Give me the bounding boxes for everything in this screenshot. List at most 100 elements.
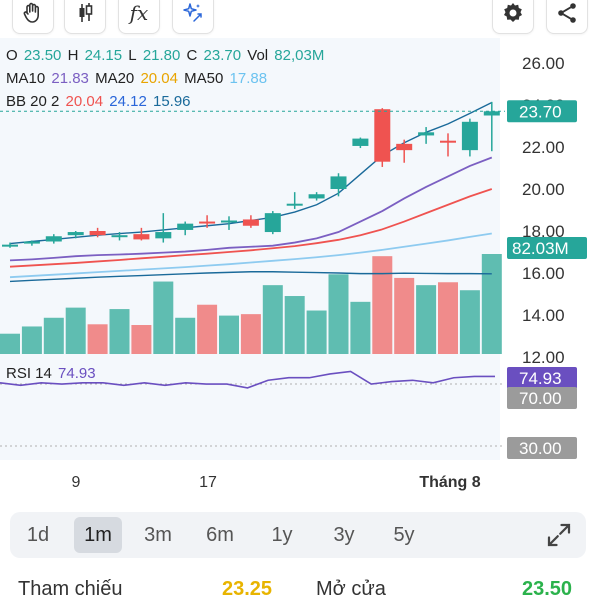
hand-tool-button[interactable] — [12, 0, 54, 34]
low-label: L — [128, 47, 137, 64]
volume-bar — [306, 310, 327, 354]
candle-body — [2, 244, 18, 247]
rsi-current-label: 74.93 — [519, 369, 562, 388]
ma10-line — [9, 156, 493, 262]
price-tick-label: 12.00 — [522, 348, 565, 367]
ma50-value: 17.88 — [229, 70, 268, 87]
date-tick-label: 17 — [199, 474, 217, 491]
indicator-button[interactable]: fx — [118, 0, 160, 34]
timeframe-label: 1m — [84, 523, 112, 546]
volume-bar — [219, 315, 239, 354]
date-tick-label: 9 — [72, 474, 81, 491]
volume-bar — [21, 326, 42, 354]
volume-bar — [481, 254, 502, 354]
low-value: 21.80 — [142, 47, 181, 64]
candle-body — [396, 143, 413, 151]
volume-bar — [284, 296, 305, 354]
timeframe-label: 3m — [144, 523, 172, 546]
rsi-upper-tag — [507, 387, 577, 409]
candle-body — [461, 121, 478, 151]
timeframe-1y[interactable]: 1y — [258, 517, 306, 553]
high-value: 24.15 — [84, 47, 123, 64]
volume-bar — [65, 307, 86, 354]
volume-bar — [197, 304, 218, 354]
candle-body — [221, 220, 237, 223]
settings-button[interactable] — [492, 0, 534, 34]
rsi-line — [0, 370, 495, 389]
volume-bar — [240, 314, 261, 354]
date-tick-label: Tháng 8 — [419, 474, 480, 491]
candle-body — [177, 223, 194, 230]
candle-body — [374, 109, 391, 162]
candle-body — [352, 138, 369, 146]
ai-assist-button[interactable] — [172, 0, 214, 34]
candle-body — [242, 219, 259, 226]
volume-bar — [459, 290, 480, 354]
open-price-value: 23.50 — [522, 578, 573, 600]
expand-icon[interactable] — [544, 520, 574, 550]
candle-body — [89, 231, 106, 236]
close-value: 23.70 — [203, 47, 242, 64]
ma20-line — [9, 188, 493, 268]
close-label: C — [186, 47, 198, 64]
ma50-line — [9, 232, 492, 279]
ma10-label: MA10 — [6, 70, 46, 87]
timeframe-1m[interactable]: 1m — [74, 517, 122, 553]
ma20-label: MA20 — [95, 70, 135, 87]
candle-body — [330, 176, 347, 189]
price-chart[interactable]: 26.0024.0022.0020.0018.0016.0014.0012.00… — [0, 0, 600, 500]
volume-bar — [131, 325, 152, 354]
volume-bar — [262, 285, 283, 354]
toolbar: fx — [0, 0, 600, 34]
ma10-value: 21.83 — [51, 70, 89, 87]
last-volume-tag — [507, 237, 587, 259]
candle-body — [308, 194, 325, 199]
price-tick-label: 16.00 — [522, 264, 565, 283]
bb-upper-value: 20.04 — [65, 93, 104, 110]
timeframe-selector: 1d 1m 3m 6m 1y 3y 5y — [10, 512, 586, 558]
sparkle-icon — [183, 3, 202, 22]
rsi-value: 74.93 — [58, 365, 96, 382]
timeframe-5y[interactable]: 5y — [380, 517, 428, 553]
volume-label: Vol — [247, 47, 269, 64]
price-tick-label: 26.00 — [522, 54, 565, 73]
gear-icon — [504, 3, 522, 22]
timeframe-label: 1y — [271, 523, 293, 546]
candle-style-button[interactable] — [64, 0, 106, 34]
hand-icon — [23, 2, 39, 23]
candle-body — [155, 232, 172, 239]
volume-bar — [394, 277, 415, 354]
candle-body — [440, 140, 456, 143]
timeframe-3y[interactable]: 3y — [320, 517, 368, 553]
rsi-readout: RSI 14 74.93 — [6, 365, 98, 382]
candle-body — [418, 132, 435, 136]
rsi-label: RSI 14 — [6, 365, 52, 382]
price-tick-label: 14.00 — [522, 306, 565, 325]
reference-label: Tham chiếu — [18, 578, 123, 600]
share-button[interactable] — [546, 0, 588, 34]
bb-middle-value: 24.12 — [109, 93, 147, 110]
volume-value: 82,03M — [274, 47, 325, 64]
volume-bar — [416, 285, 437, 354]
bb-lower-line — [9, 271, 492, 283]
ma-readout: MA10 21.83 MA20 20.04 MA50 17.88 — [6, 70, 269, 87]
volume-bar — [87, 324, 108, 354]
candle-body — [286, 203, 303, 206]
volume-bar — [109, 309, 130, 354]
candle-body — [67, 232, 84, 236]
bb-readout: BB 20 2 20.04 24.12 15.96 — [6, 93, 193, 110]
open-price-label: Mở cửa — [316, 578, 386, 600]
volume-bar — [372, 256, 393, 354]
timeframe-6m[interactable]: 6m — [196, 517, 244, 553]
timeframe-1d[interactable]: 1d — [14, 517, 62, 553]
bb-lower-value: 15.96 — [152, 93, 191, 110]
timeframe-label: 6m — [206, 523, 234, 546]
candle-body — [199, 221, 216, 224]
timeframe-3m[interactable]: 3m — [134, 517, 182, 553]
candlestick-icon — [79, 3, 93, 22]
volume-bar — [0, 333, 20, 354]
chart-panel-background — [0, 38, 500, 460]
rsi-lower-tag — [507, 437, 577, 459]
timeframe-label: 3y — [333, 523, 355, 546]
candle-body — [45, 236, 62, 242]
